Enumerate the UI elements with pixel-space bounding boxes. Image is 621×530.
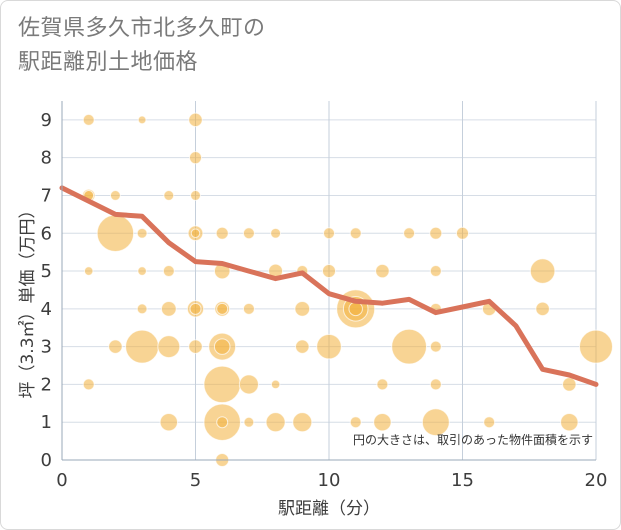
bubble-point [83,266,94,276]
bubble-point [125,329,160,364]
bubble-point [216,302,229,315]
bubble-point [243,416,255,428]
x-tick-label: 5 [190,470,201,491]
bubble-point [82,113,95,126]
bubble-point [215,226,229,240]
bubble-point [429,226,443,240]
grid-lines [61,101,597,461]
bubble-point [429,340,442,353]
bubble-point [270,227,282,239]
x-tick-label: 15 [451,470,474,491]
x-tick-label: 20 [585,470,608,491]
bubble-layer [81,112,613,468]
y-tick-label: 7 [41,185,52,206]
bubble-point [213,338,231,355]
y-tick-label: 6 [41,223,52,244]
bubble-point [96,214,135,253]
y-tick-labels: 0 1 2 3 4 5 6 7 8 9 [41,110,52,471]
bubble-point [190,228,201,239]
bubble-point [137,266,147,276]
x-axis-label: 駅距離（分） [278,499,380,519]
bubble-point [483,416,496,429]
bubble-point [188,151,203,165]
trend-line [59,185,599,387]
bubble-point [242,227,255,240]
y-tick-label: 4 [41,299,52,320]
bubble-point [421,408,450,437]
bubble-point [109,190,121,201]
bubble-point [108,339,123,354]
bubble-point [157,335,181,359]
bubble-point [188,339,203,354]
bubble-point [579,329,613,364]
bubble-point [295,339,310,354]
bubble-point [373,413,392,432]
bubble-point [82,378,95,391]
y-tick-label: 1 [41,412,52,433]
bubble-point [403,227,416,240]
bubble-point [429,265,442,278]
bubble-size-note: 円の大きさは、取引のあった物件面積を示す [353,432,593,447]
bubble-point [188,112,203,128]
trend-line-layer [59,185,599,387]
bubble-point [190,190,201,201]
bubble-point [242,302,255,315]
x-tick-label: 0 [56,470,67,491]
bubble-point [429,378,442,391]
bubble-point [349,416,362,429]
bubble-point [376,378,389,391]
x-tick-labels: 0 5 10 15 20 [56,470,607,491]
bubble-point [455,226,470,240]
y-tick-label: 3 [41,337,52,358]
bubble-point [162,265,175,278]
bubble-point [160,300,177,317]
y-tick-label: 5 [41,261,52,282]
bubble-point [562,377,577,392]
bubble-point [560,413,579,432]
bubble-point [216,416,229,429]
bubble-point [535,301,550,317]
bubble-point [136,227,148,239]
bubble-point [349,227,362,240]
chart-title-line2: 駅距離別土地価格 [18,50,199,75]
bubble-point [163,190,175,201]
x-tick-label: 10 [318,470,341,491]
bubble-point [159,413,179,432]
bubble-point [270,379,281,390]
bubble-point [321,264,337,279]
bubble-point [391,328,427,365]
bubble-point [529,258,556,284]
bubble-point [294,300,311,317]
bubble-point [316,333,342,360]
y-tick-label: 2 [41,374,52,395]
chart-title-line1: 佐賀県多久市北多久町の [18,16,266,41]
bubble-point [375,263,390,279]
bubble-point [189,302,202,315]
bubble-point [203,365,241,404]
bubble-point [323,227,335,240]
bubble-point [238,374,259,395]
axes [61,101,596,461]
bubble-point [265,412,286,433]
bubble-point [137,115,147,125]
y-tick-label: 0 [41,450,52,471]
y-tick-label: 9 [41,110,52,131]
bubble-point [292,412,313,433]
chart-title: 佐賀県多久市北多久町の 駅距離別土地価格 [18,12,266,80]
y-tick-label: 8 [41,148,52,169]
y-axis-label: 坪（3.3㎡）単価（万円） [18,201,38,398]
bubble-point [136,303,148,315]
